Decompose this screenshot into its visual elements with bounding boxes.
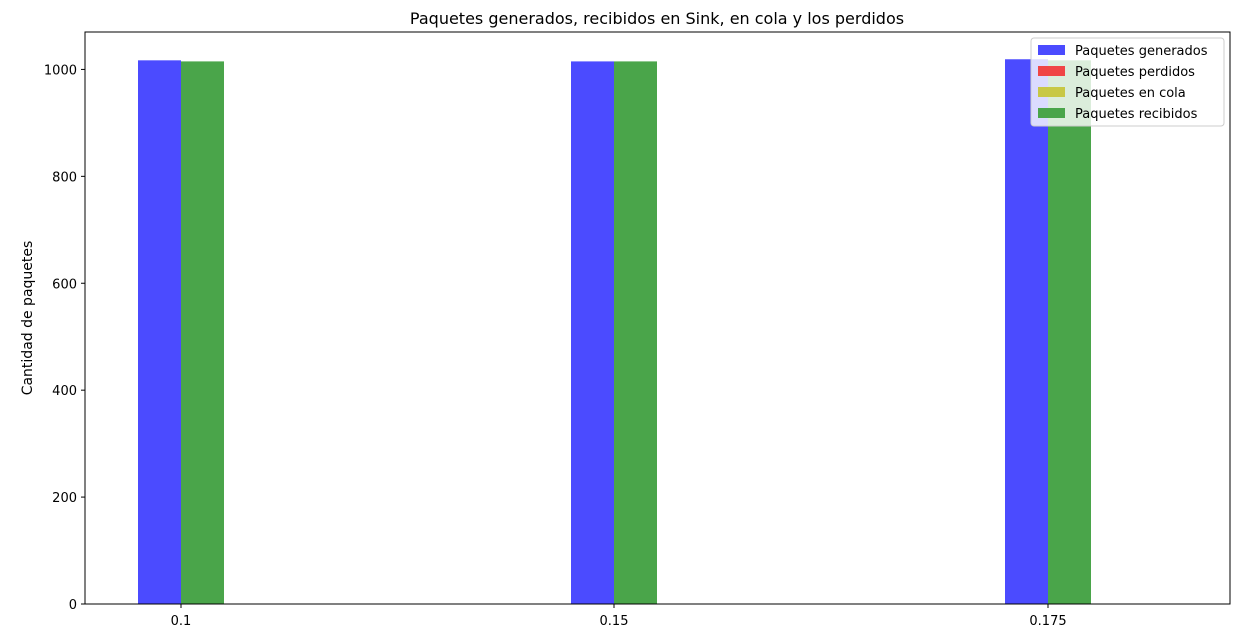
legend-label: Paquetes en cola	[1075, 86, 1186, 101]
plot-frame	[84, 31, 1231, 605]
legend-swatch	[1038, 45, 1065, 55]
x-tick-label: 0.1	[171, 614, 192, 629]
legend-box	[1030, 37, 1225, 127]
bar-series-0-cat-2	[1005, 59, 1048, 604]
legend-label: Paquetes generados	[1075, 44, 1208, 59]
legend: Paquetes generados Paquetes perdidos Paque…	[1030, 37, 1225, 127]
legend-swatch	[1038, 66, 1065, 76]
bar-series-3-cat-0	[181, 61, 224, 605]
y-tick-label: 0	[69, 598, 77, 613]
x-tick-label: 0.175	[1029, 614, 1066, 629]
legend-swatch	[1038, 108, 1065, 118]
bar-series-3-cat-1	[614, 61, 657, 605]
axes-group: 0 200 400 600 800 1000 0.1 0.15 0.175	[44, 31, 1231, 629]
bar-series-3-cat-2	[1048, 60, 1091, 605]
y-tick-label: 1000	[44, 63, 77, 78]
bar-series-0-cat-0	[138, 60, 181, 605]
bars-group	[138, 59, 1091, 605]
y-tick-label: 400	[52, 384, 77, 399]
y-tick-label: 600	[52, 277, 77, 292]
chart-title: Paquetes generados, recibidos en Sink, e…	[410, 9, 904, 28]
y-tick-label: 200	[52, 491, 77, 506]
x-tick-label: 0.15	[600, 614, 629, 629]
y-tick-label: 800	[52, 170, 77, 185]
legend-label: Paquetes recibidos	[1075, 107, 1198, 122]
legend-swatch	[1038, 87, 1065, 97]
legend-label: Paquetes perdidos	[1075, 65, 1195, 80]
bar-series-0-cat-1	[571, 61, 614, 605]
y-axis-label: Cantidad de paquetes	[20, 241, 36, 396]
